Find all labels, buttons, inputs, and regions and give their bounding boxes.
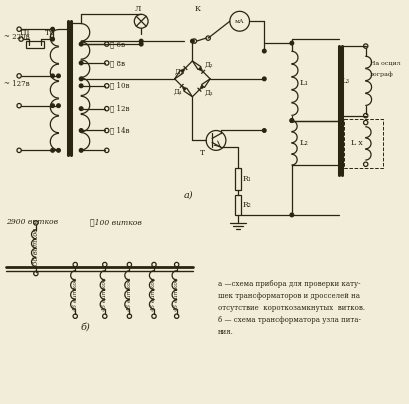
Circle shape — [57, 74, 60, 78]
Text: L₁: L₁ — [300, 79, 309, 87]
Circle shape — [79, 42, 83, 46]
Text: ~ 220в: ~ 220в — [4, 33, 30, 41]
Circle shape — [290, 119, 294, 122]
Text: Л: Л — [135, 5, 142, 13]
Text: Д₃: Д₃ — [204, 89, 213, 97]
Text: а): а) — [184, 191, 193, 200]
Text: 46 витков: 46 витков — [73, 278, 78, 312]
Text: ⌀ 8в: ⌀ 8в — [110, 59, 125, 67]
Circle shape — [79, 149, 83, 152]
Text: ⌀ 10в: ⌀ 10в — [110, 82, 129, 90]
Circle shape — [57, 149, 60, 152]
Text: R₁: R₁ — [243, 175, 252, 183]
Polygon shape — [182, 86, 187, 91]
Circle shape — [51, 37, 54, 41]
Text: L x: L x — [351, 139, 362, 147]
Text: 46 витков: 46 витков — [102, 278, 107, 312]
Polygon shape — [200, 84, 204, 90]
Text: мА: мА — [235, 19, 245, 24]
Text: ℙ100 витков: ℙ100 витков — [90, 218, 142, 226]
Circle shape — [51, 74, 54, 78]
Circle shape — [79, 129, 83, 132]
Circle shape — [263, 77, 266, 81]
Text: Д₁: Д₁ — [175, 68, 183, 76]
Circle shape — [79, 107, 83, 110]
Circle shape — [79, 77, 83, 81]
Text: На осцил: На осцил — [370, 61, 400, 66]
Text: б — схема трансформатора узла пита-: б — схема трансформатора узла пита- — [218, 316, 361, 324]
Polygon shape — [198, 67, 203, 72]
Text: ния.: ния. — [218, 328, 234, 336]
Text: П1: П1 — [19, 29, 31, 37]
Bar — [235, 168, 240, 190]
Circle shape — [290, 41, 294, 45]
Circle shape — [57, 104, 60, 107]
Circle shape — [191, 39, 194, 43]
Text: Д₂: Д₂ — [204, 61, 213, 69]
Text: 46 витков: 46 витков — [151, 278, 157, 312]
Bar — [26, 41, 44, 48]
Text: Т: Т — [200, 149, 205, 157]
Text: L₃: L₃ — [341, 77, 349, 85]
Text: 2900 витков: 2900 витков — [6, 218, 58, 226]
Text: Д₄: Д₄ — [174, 88, 182, 96]
Text: ⌀ 6в: ⌀ 6в — [110, 40, 125, 48]
Text: б): б) — [80, 323, 90, 332]
Circle shape — [290, 119, 294, 122]
Polygon shape — [180, 68, 185, 73]
Text: лограф: лограф — [370, 71, 393, 77]
Text: 46 витков: 46 витков — [127, 278, 132, 312]
Text: ⌀ 14в: ⌀ 14в — [110, 126, 129, 135]
Circle shape — [290, 213, 294, 217]
Circle shape — [51, 149, 54, 152]
Bar — [235, 195, 240, 215]
Text: а —схема прибора для проверки кату-: а —схема прибора для проверки кату- — [218, 280, 360, 288]
Circle shape — [263, 49, 266, 53]
Circle shape — [79, 61, 83, 65]
Circle shape — [51, 104, 54, 107]
Text: шек трансформаторов и дросселей на: шек трансформаторов и дросселей на — [218, 292, 360, 300]
Text: ⌀ 12в: ⌀ 12в — [110, 105, 129, 113]
Text: R₂: R₂ — [243, 201, 252, 209]
Circle shape — [79, 84, 83, 88]
Circle shape — [139, 42, 143, 46]
Text: Тр: Тр — [45, 29, 55, 37]
Text: 138 витков: 138 витков — [32, 227, 40, 269]
Text: L₂: L₂ — [300, 139, 309, 147]
Text: 46 витков: 46 витков — [174, 278, 179, 312]
Text: ~ 127в: ~ 127в — [4, 80, 30, 88]
Text: отсутствие  короткозамкнутых  витков.: отсутствие короткозамкнутых витков. — [218, 304, 365, 312]
Text: К: К — [194, 5, 200, 13]
Circle shape — [263, 129, 266, 132]
Circle shape — [51, 27, 54, 31]
Circle shape — [139, 39, 143, 43]
